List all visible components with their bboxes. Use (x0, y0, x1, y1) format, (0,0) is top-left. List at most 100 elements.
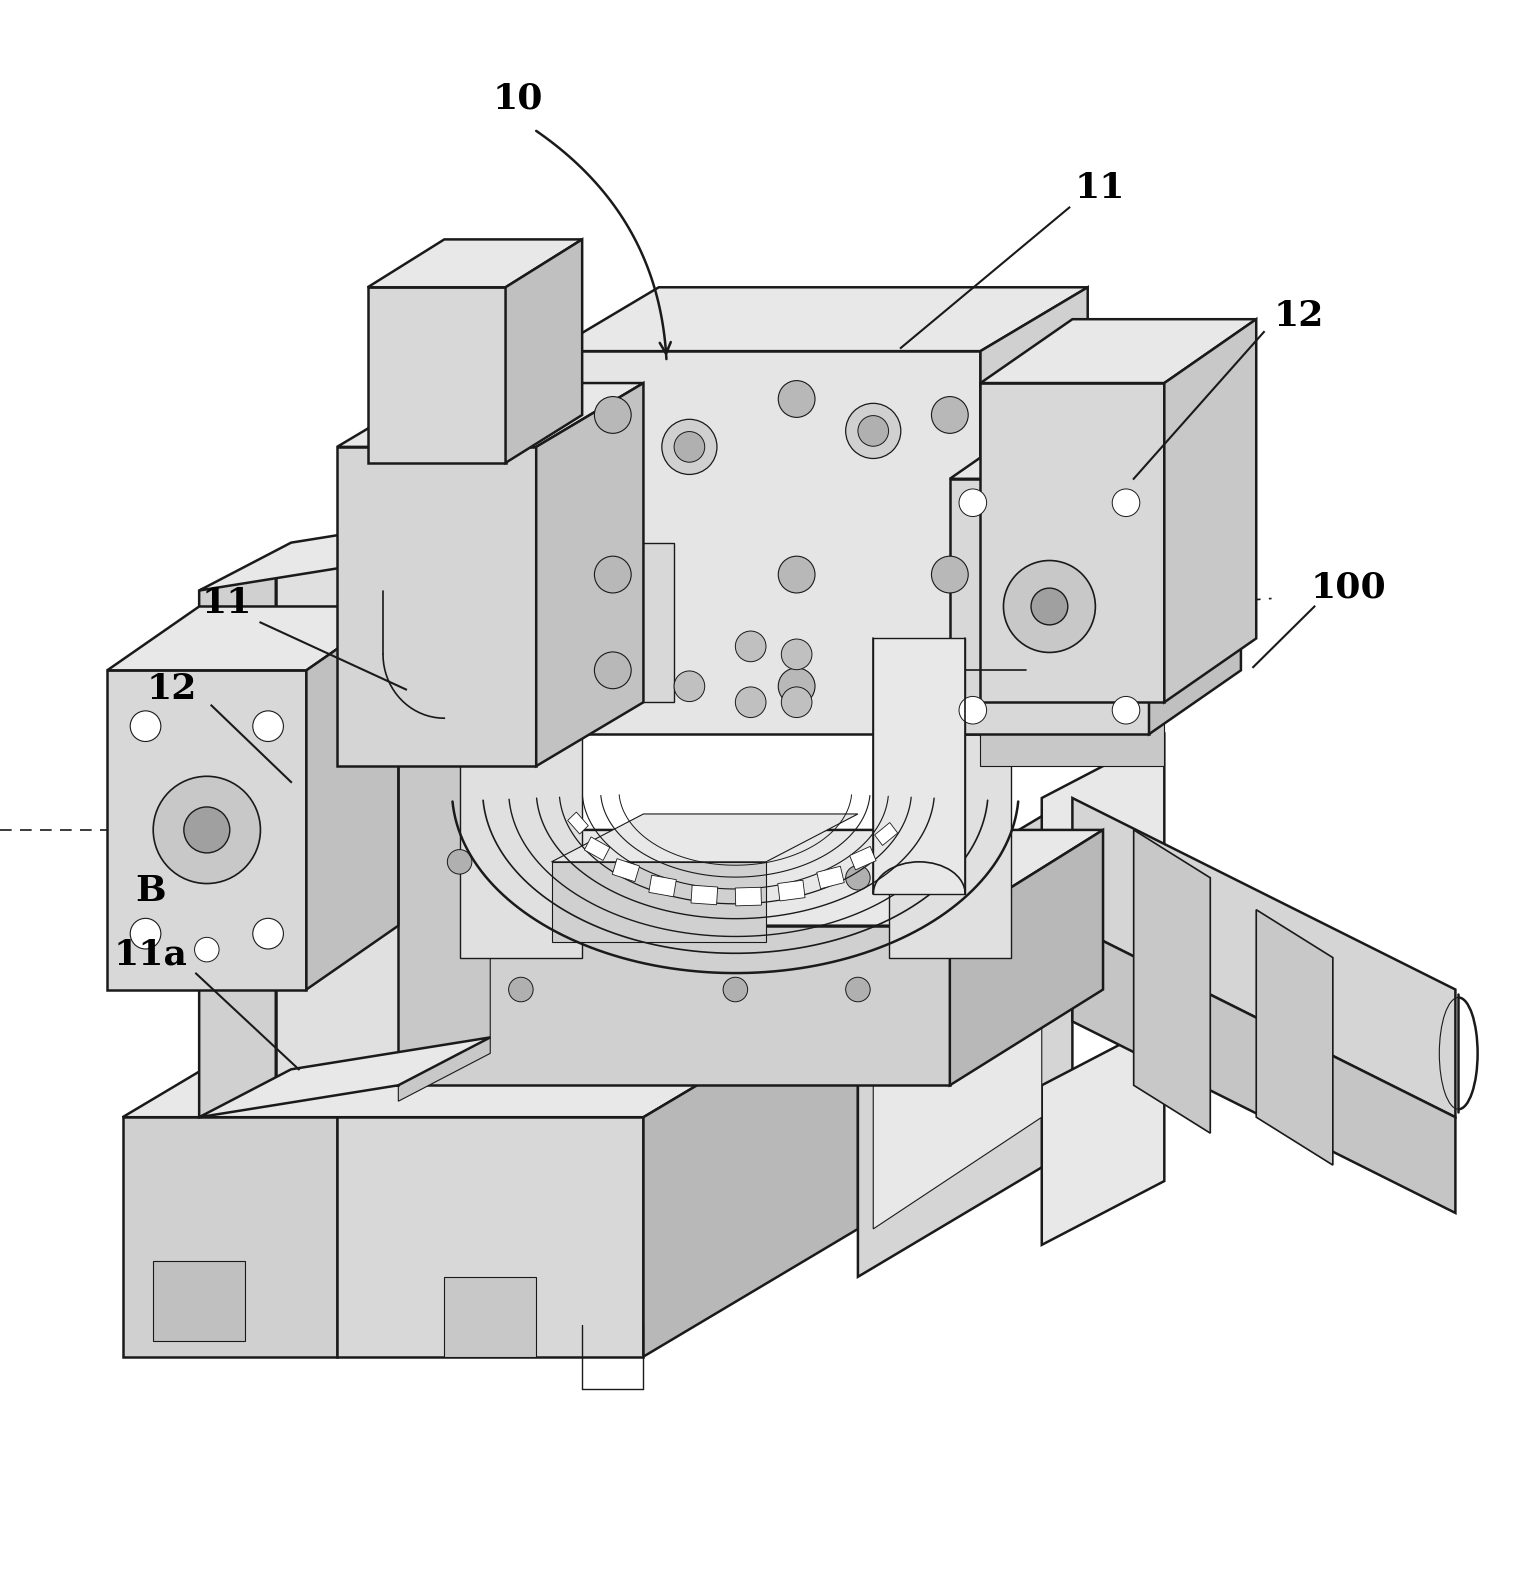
Polygon shape (107, 606, 398, 670)
Circle shape (778, 555, 815, 594)
Polygon shape (1256, 910, 1333, 1165)
Polygon shape (460, 606, 582, 958)
Polygon shape (337, 383, 643, 447)
Circle shape (846, 977, 870, 1002)
Circle shape (184, 808, 230, 852)
Circle shape (662, 420, 717, 474)
Circle shape (594, 555, 631, 594)
Circle shape (858, 415, 889, 447)
Polygon shape (950, 830, 1103, 1085)
Circle shape (674, 670, 705, 702)
Polygon shape (980, 319, 1256, 383)
Circle shape (959, 488, 987, 517)
Text: 10: 10 (493, 81, 542, 117)
Polygon shape (552, 862, 766, 942)
Circle shape (1112, 488, 1140, 517)
Circle shape (447, 849, 472, 875)
Polygon shape (123, 990, 858, 1117)
Polygon shape (568, 812, 588, 835)
Polygon shape (650, 875, 676, 897)
Polygon shape (817, 867, 844, 889)
Polygon shape (582, 543, 674, 702)
Polygon shape (980, 702, 1164, 766)
Polygon shape (889, 606, 1011, 958)
Text: 12: 12 (1275, 298, 1324, 334)
Circle shape (253, 918, 283, 950)
Polygon shape (980, 287, 1088, 734)
Polygon shape (613, 859, 639, 881)
Polygon shape (337, 447, 536, 766)
Circle shape (931, 396, 968, 434)
Circle shape (153, 776, 260, 884)
Circle shape (662, 865, 686, 891)
Polygon shape (444, 1277, 536, 1357)
Text: 11a: 11a (113, 937, 187, 972)
Circle shape (130, 918, 161, 950)
Circle shape (931, 555, 968, 594)
Polygon shape (950, 479, 1149, 734)
Polygon shape (858, 798, 1072, 1277)
Polygon shape (1072, 926, 1455, 1213)
Polygon shape (643, 990, 858, 1357)
Polygon shape (1042, 734, 1164, 958)
Polygon shape (506, 239, 582, 463)
Polygon shape (123, 1117, 337, 1357)
Polygon shape (873, 846, 1042, 1229)
Polygon shape (337, 830, 1103, 926)
Polygon shape (552, 287, 1088, 351)
Circle shape (1031, 587, 1068, 626)
Circle shape (1112, 696, 1140, 725)
Polygon shape (552, 351, 980, 734)
Polygon shape (735, 887, 761, 907)
Polygon shape (199, 559, 276, 1117)
Polygon shape (850, 846, 876, 870)
Circle shape (253, 710, 283, 742)
Circle shape (594, 651, 631, 689)
Text: 100: 100 (1310, 570, 1386, 605)
Polygon shape (536, 383, 643, 766)
Text: 11: 11 (1075, 171, 1124, 206)
Polygon shape (337, 926, 950, 1085)
Circle shape (674, 431, 705, 463)
Polygon shape (368, 239, 582, 287)
Polygon shape (199, 511, 490, 591)
Polygon shape (778, 879, 804, 902)
Circle shape (509, 977, 533, 1002)
Circle shape (781, 638, 812, 670)
Circle shape (781, 686, 812, 718)
Polygon shape (584, 836, 610, 860)
Polygon shape (199, 1037, 490, 1117)
Polygon shape (398, 559, 490, 1101)
Polygon shape (1042, 1021, 1164, 1245)
Polygon shape (1164, 319, 1256, 702)
Polygon shape (1072, 798, 1455, 1117)
Circle shape (723, 977, 748, 1002)
Text: 11: 11 (202, 586, 251, 621)
Circle shape (195, 937, 219, 962)
Circle shape (846, 865, 870, 891)
Circle shape (735, 630, 766, 662)
Polygon shape (1149, 415, 1241, 734)
Polygon shape (873, 638, 965, 894)
Circle shape (778, 380, 815, 418)
Circle shape (130, 710, 161, 742)
Polygon shape (980, 383, 1164, 702)
Text: B: B (135, 873, 165, 908)
Text: 12: 12 (147, 672, 196, 707)
Polygon shape (153, 1261, 245, 1341)
Circle shape (1003, 560, 1095, 653)
Circle shape (959, 696, 987, 725)
Polygon shape (368, 287, 506, 463)
Circle shape (594, 396, 631, 434)
Polygon shape (306, 606, 398, 990)
Circle shape (778, 667, 815, 705)
Circle shape (735, 686, 766, 718)
Polygon shape (337, 1117, 643, 1357)
Polygon shape (552, 814, 858, 862)
Polygon shape (1134, 830, 1210, 1133)
Circle shape (846, 404, 901, 458)
Polygon shape (276, 559, 398, 1085)
Polygon shape (107, 670, 306, 990)
Polygon shape (950, 415, 1241, 479)
Polygon shape (875, 822, 898, 846)
